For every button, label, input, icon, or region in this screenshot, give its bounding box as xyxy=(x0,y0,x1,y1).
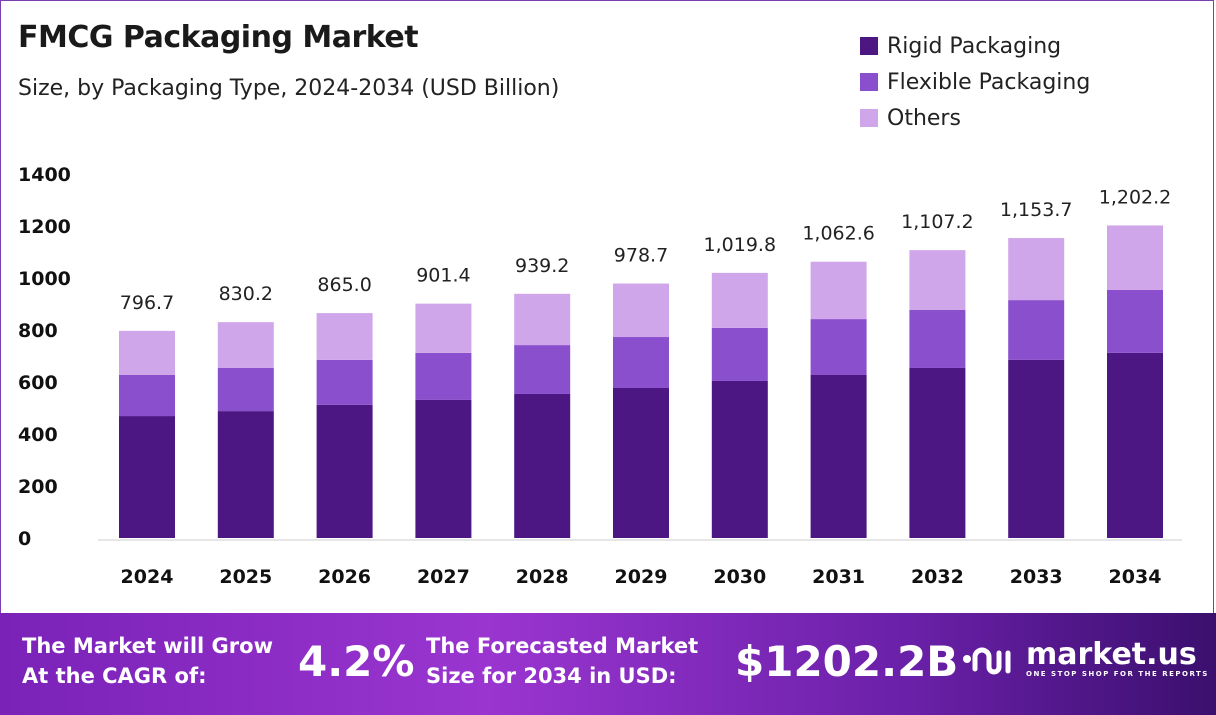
bar-segment-flexible-packaging xyxy=(711,327,768,381)
y-tick-label: 1200 xyxy=(18,216,71,238)
brand-name: market.us xyxy=(1026,637,1197,672)
bar-segment-others xyxy=(613,283,669,338)
bar-segment-flexible-packaging xyxy=(1107,289,1163,353)
bar-segment-others xyxy=(909,250,966,310)
legend-swatch xyxy=(860,73,878,91)
total-data-label: 796.7 xyxy=(120,292,174,314)
chart-title: FMCG Packaging Market xyxy=(18,20,419,55)
bar-segment-rigid-packaging xyxy=(711,380,768,538)
x-tick-label: 2032 xyxy=(911,566,964,588)
legend-item-flexible: Flexible Packaging xyxy=(860,64,1090,100)
legend-label: Rigid Packaging xyxy=(887,33,1062,59)
forecast-label-line: Size for 2034 in USD: xyxy=(426,664,677,688)
x-tick-label: 2026 xyxy=(318,566,371,588)
total-data-label: 1,107.2 xyxy=(901,211,974,233)
bar-segment-rigid-packaging xyxy=(1107,352,1163,538)
bar-segment-rigid-packaging xyxy=(415,399,472,538)
bar-segment-flexible-packaging xyxy=(119,374,175,417)
bar-segment-rigid-packaging xyxy=(119,416,175,538)
total-data-label: 901.4 xyxy=(416,265,470,287)
x-tick-label: 2025 xyxy=(219,566,272,588)
bar-segment-rigid-packaging xyxy=(909,367,966,538)
y-tick-label: 600 xyxy=(18,372,58,394)
x-tick-label: 2034 xyxy=(1109,566,1162,588)
total-data-label: 1,202.2 xyxy=(1099,186,1172,208)
bar-segment-rigid-packaging xyxy=(810,374,867,538)
bar-segment-others xyxy=(1008,238,1065,301)
legend-swatch xyxy=(860,37,878,55)
x-tick-label: 2031 xyxy=(812,566,865,588)
legend-swatch xyxy=(860,109,878,127)
bar-segment-others xyxy=(711,272,768,328)
bar-segment-rigid-packaging xyxy=(514,393,571,538)
bar-segment-others xyxy=(810,261,867,320)
bar-segment-flexible-packaging xyxy=(909,309,966,368)
forecast-value: $1202.2B xyxy=(735,637,959,686)
bar-segment-rigid-packaging xyxy=(217,411,274,538)
cagr-label: The Market will Grow At the CAGR of: xyxy=(22,631,273,691)
bar-segment-others xyxy=(119,330,175,375)
forecast-label-line: The Forecasted Market xyxy=(426,634,699,658)
bar-segment-others xyxy=(1107,225,1163,290)
y-tick-label: 800 xyxy=(18,320,58,342)
cagr-value: 4.2% xyxy=(298,637,415,686)
x-tick-label: 2029 xyxy=(615,566,668,588)
total-data-label: 1,153.7 xyxy=(1000,199,1073,221)
y-tick-label: 400 xyxy=(18,424,58,446)
legend-item-rigid: Rigid Packaging xyxy=(860,28,1090,64)
y-tick-label: 200 xyxy=(18,476,58,498)
brand-tagline: ONE STOP SHOP FOR THE REPORTS xyxy=(1026,670,1209,678)
forecast-label: The Forecasted Market Size for 2034 in US… xyxy=(426,631,698,691)
bar-segment-others xyxy=(217,322,274,368)
footer-banner: The Market will Grow At the CAGR of: 4.2%… xyxy=(0,613,1216,715)
bar-segment-flexible-packaging xyxy=(415,352,472,400)
x-tick-label: 2024 xyxy=(121,566,174,588)
bar-segment-flexible-packaging xyxy=(1008,300,1065,360)
legend: Rigid Packaging Flexible Packaging Other… xyxy=(860,28,1090,136)
x-tick-label: 2033 xyxy=(1010,566,1063,588)
y-tick-label: 0 xyxy=(18,528,31,550)
x-tick-label: 2028 xyxy=(516,566,569,588)
x-tick-label: 2027 xyxy=(417,566,470,588)
total-data-label: 1,062.6 xyxy=(802,223,875,245)
bar-segment-flexible-packaging xyxy=(810,319,867,375)
bar-segment-rigid-packaging xyxy=(1008,359,1065,538)
market-us-logo: market.us ONE STOP SHOP FOR THE REPORTS xyxy=(962,639,1209,679)
legend-label: Flexible Packaging xyxy=(887,69,1091,95)
chart-frame xyxy=(0,0,1214,613)
chart-plot: 0 200 400 600 800 1000 1200 1400 796.7 2024 830.2 2… xyxy=(18,164,1182,588)
bar-segment-flexible-packaging xyxy=(217,367,274,412)
y-tick-label: 1000 xyxy=(18,268,71,290)
legend-item-others: Others xyxy=(860,100,1090,136)
bar-segment-flexible-packaging xyxy=(613,337,669,388)
total-data-label: 1,019.8 xyxy=(704,234,777,256)
bar-segment-others xyxy=(316,313,373,360)
total-data-label: 939.2 xyxy=(515,255,569,277)
bar-segment-others xyxy=(514,293,571,346)
cagr-label-line: The Market will Grow xyxy=(22,634,273,658)
cagr-label-line: At the CAGR of: xyxy=(22,664,207,688)
bar-segment-flexible-packaging xyxy=(514,345,571,394)
x-tick-label: 2030 xyxy=(713,566,766,588)
bar-segment-rigid-packaging xyxy=(316,404,373,538)
y-tick-label: 1400 xyxy=(18,164,71,186)
legend-label: Others xyxy=(887,105,961,131)
bar-segment-rigid-packaging xyxy=(613,387,669,538)
total-data-label: 865.0 xyxy=(317,274,371,296)
bar-segment-others xyxy=(415,303,472,353)
total-data-label: 978.7 xyxy=(614,245,668,267)
logo-icon xyxy=(963,647,1011,675)
chart-subtitle: Size, by Packaging Type, 2024-2034 (USD … xyxy=(18,76,560,101)
bar-segment-flexible-packaging xyxy=(316,359,373,405)
total-data-label: 830.2 xyxy=(219,283,273,305)
